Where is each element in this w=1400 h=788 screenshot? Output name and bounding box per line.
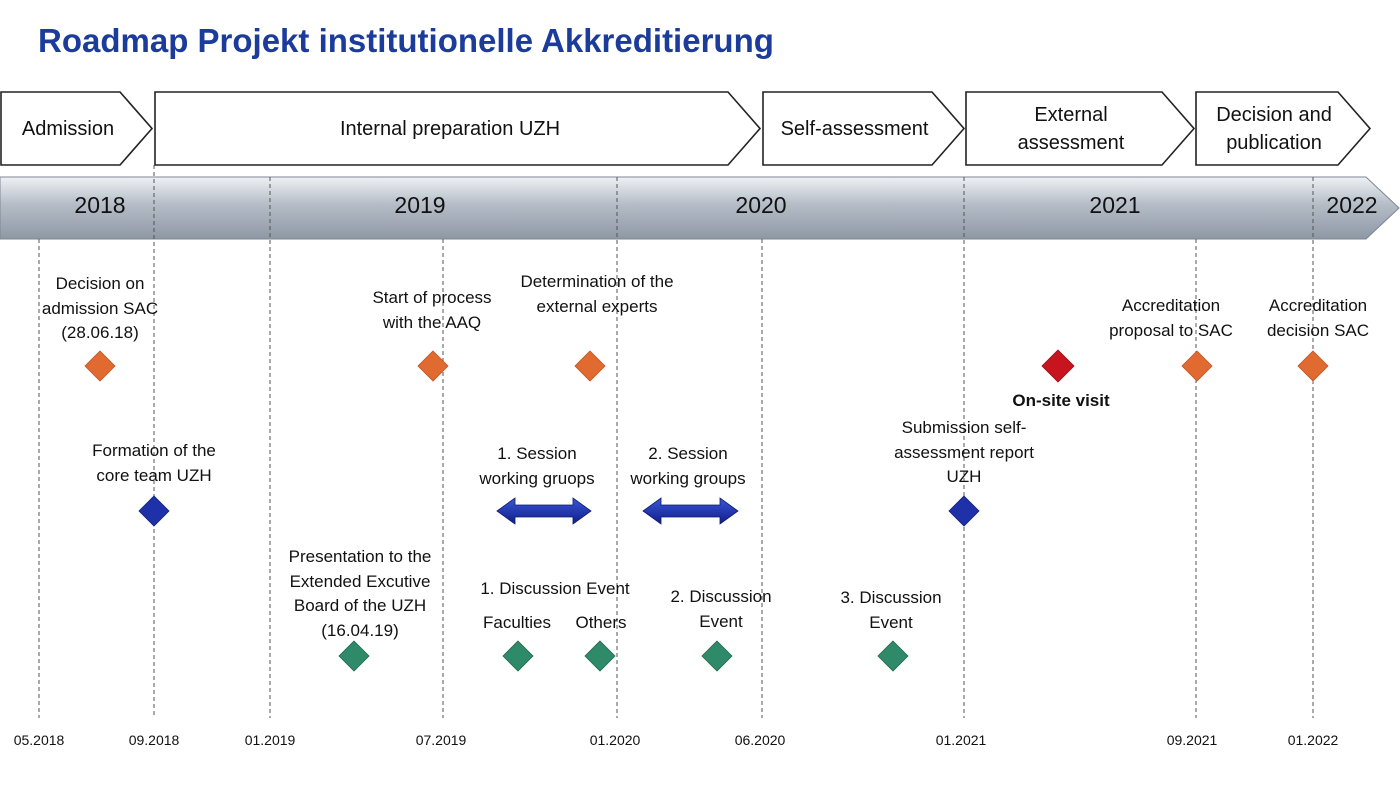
milestone-start-process-label: Start of process with the AAQ — [372, 288, 492, 332]
session2-label: 2. Session working groups — [630, 444, 746, 488]
phase-label-decision: Decision and publication — [1216, 103, 1332, 154]
milestone-determination-experts-diamond — [574, 350, 606, 382]
milestone-onsite-visit-label: On-site visit — [1012, 391, 1110, 410]
phase-label-self-assessment: Self-assessment — [780, 117, 929, 140]
milestone-discussion2-diamond — [701, 640, 733, 672]
milestone-submission-report-diamond — [948, 495, 980, 527]
discussion2-label: 2. Discussion Event — [670, 587, 772, 631]
discussion3-label: 3. Discussion Event — [840, 588, 942, 632]
date-label-07-2019: 07.2019 — [415, 732, 467, 748]
year-label-2022: 2022 — [1326, 192, 1378, 218]
year-label-2021: 2021 — [1089, 192, 1141, 218]
year-label-2020: 2020 — [735, 192, 787, 218]
year-label-2018: 2018 — [74, 192, 126, 218]
milestone-onsite-visit-diamond — [1041, 349, 1075, 383]
date-label-09-2021: 09.2021 — [1166, 732, 1218, 748]
session1-double-arrow — [496, 497, 592, 525]
date-label-09-2018: 09.2018 — [128, 732, 180, 748]
milestone-core-team-label: Formation of the core team UZH — [92, 441, 216, 485]
year-label-2019: 2019 — [394, 192, 446, 218]
milestone-discussion3-diamond — [877, 640, 909, 672]
milestone-decision-admission-diamond — [84, 350, 116, 382]
session2-double-arrow — [642, 497, 739, 525]
phase-label-internal-preparation: Internal preparation UZH — [339, 117, 561, 140]
date-label-05-2018: 05.2018 — [13, 732, 65, 748]
milestone-determination-experts-label: Determination of the external experts — [520, 272, 674, 316]
phase-chevron-decision — [1195, 91, 1372, 166]
phase-chevron-admission — [0, 91, 154, 166]
milestone-discussion1-others-diamond — [584, 640, 616, 672]
phase-chevron-external-assessment — [965, 91, 1196, 166]
milestone-presentation-board-diamond — [338, 640, 370, 672]
milestone-presentation-board-label: Presentation to the Extended Excutive Bo… — [288, 547, 432, 640]
discussion1-label: 1. Discussion Event — [480, 579, 630, 598]
discussion1-others-label: Others — [575, 613, 627, 632]
milestone-submission-report-label: Submission self-assessment report UZH — [894, 418, 1034, 486]
session1-label: 1. Session working gruops — [479, 444, 595, 488]
milestone-accreditation-decision-diamond — [1297, 350, 1329, 382]
milestone-decision-admission-label: Decision on admission SAC (28.06.18) — [41, 274, 159, 342]
page-title: Roadmap Projekt institutionelle Akkredit… — [38, 22, 774, 59]
timeline-bar — [0, 176, 1400, 240]
phase-chevron-self-assessment — [762, 91, 966, 166]
phase-label-admission: Admission — [21, 117, 115, 140]
milestone-accreditation-proposal-diamond — [1181, 350, 1213, 382]
phase-label-external-assessment: External assessment — [1017, 103, 1125, 154]
milestone-accreditation-proposal-label: Accreditation proposal to SAC — [1109, 296, 1233, 340]
date-label-01-2022: 01.2022 — [1287, 732, 1339, 748]
milestone-accreditation-decision-label: Accreditation decision SAC — [1266, 296, 1370, 340]
discussion1-faculties-label: Faculties — [482, 613, 552, 632]
date-label-06-2020: 06.2020 — [734, 732, 786, 748]
phase-chevron-internal-preparation — [154, 91, 762, 166]
milestone-discussion1-faculties-diamond — [502, 640, 534, 672]
milestone-start-process-diamond — [417, 350, 449, 382]
date-label-01-2019: 01.2019 — [244, 732, 296, 748]
milestone-core-team-diamond — [138, 495, 170, 527]
date-label-01-2020: 01.2020 — [589, 732, 641, 748]
date-label-01-2021: 01.2021 — [935, 732, 987, 748]
